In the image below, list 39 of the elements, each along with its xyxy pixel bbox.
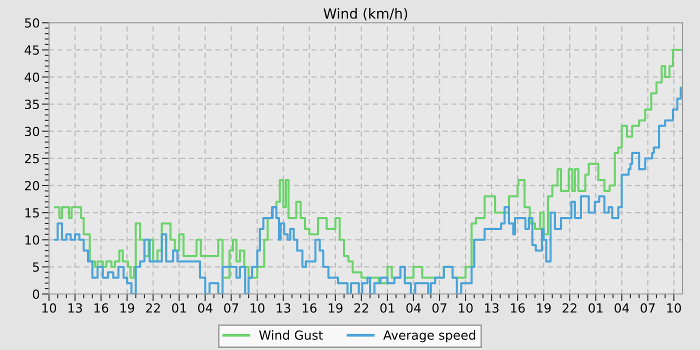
x-tick-label: 01	[588, 303, 603, 313]
x-tick-label: 16	[94, 303, 108, 313]
x-tick-label: 10	[250, 303, 264, 313]
y-tick-label: 0	[32, 289, 40, 299]
x-tick-label: 01	[172, 303, 186, 313]
x-tick-label: 22	[562, 303, 576, 313]
x-tick-label: 04	[406, 303, 421, 313]
y-tick-label: 15	[25, 208, 39, 218]
x-tick-label: 19	[120, 303, 134, 313]
x-tick-label: 13	[276, 303, 290, 313]
x-tick-label: 10	[42, 303, 56, 313]
x-tick-label: 22	[354, 303, 368, 313]
y-tick-label: 45	[24, 46, 39, 55]
legend-label: Wind Gust	[259, 330, 323, 340]
x-tick-label: 04	[614, 303, 630, 313]
x-tick-label: 10	[667, 303, 681, 313]
x-tick-label: 16	[511, 303, 525, 313]
x-tick-label: 10	[458, 303, 473, 313]
y-tick-label: 30	[25, 126, 40, 136]
y-tick-label: 50	[25, 18, 40, 28]
x-tick-label: 07	[640, 303, 655, 313]
y-tick-label: 20	[24, 180, 40, 190]
chart-title: Wind (km/h)	[324, 8, 408, 20]
x-tick-label: 19	[328, 303, 342, 313]
legend-label: Average speed	[383, 330, 476, 342]
x-tick-label: 19	[537, 303, 551, 313]
x-tick-label: 07	[432, 303, 446, 313]
x-tick-label: 01	[380, 303, 394, 313]
x-tick-label: 13	[68, 303, 82, 313]
y-tick-label: 5	[32, 262, 39, 272]
x-tick-label: 16	[302, 303, 317, 313]
y-tick-label: 25	[24, 154, 39, 164]
x-tick-label: 13	[485, 303, 499, 313]
x-tick-label: 04	[198, 303, 212, 313]
y-tick-label: 35	[25, 100, 39, 110]
x-tick-label: 07	[224, 303, 238, 313]
y-tick-label: 40	[24, 72, 40, 82]
x-tick-label: 22	[146, 303, 160, 313]
y-tick-label: 10	[25, 235, 40, 245]
